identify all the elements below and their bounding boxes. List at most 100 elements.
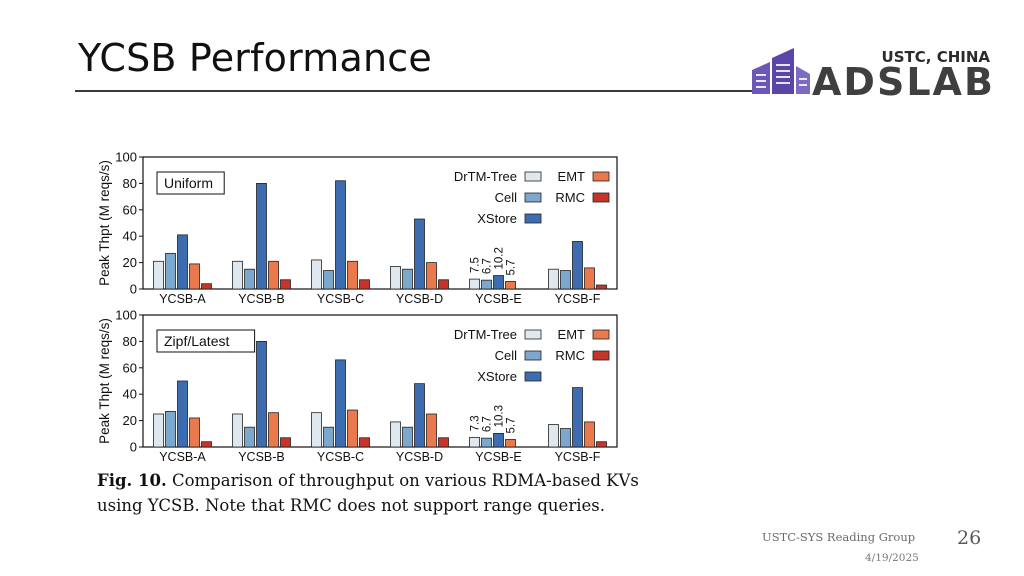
bar-cell-ycsb-a (165, 252, 176, 290)
legend-swatch-xstore (524, 371, 542, 382)
bar-drtm-tree-ycsb-e (469, 436, 480, 448)
inset-label-box (156, 329, 256, 353)
bar-cell-ycsb-a (165, 410, 176, 448)
legend-swatch-emt (592, 171, 610, 182)
y-tick-label: 80 (123, 334, 137, 349)
bar-drtm-tree-ycsb-a (153, 260, 164, 290)
bar-xstore-ycsb-f (572, 387, 583, 448)
x-tick-label: YCSB-D (396, 450, 443, 464)
legend-swatch-xstore (524, 213, 542, 224)
x-tick-label: YCSB-F (555, 292, 601, 306)
y-tick-label: 100 (115, 308, 137, 323)
y-tick-label: 80 (123, 176, 137, 191)
bar-emt-ycsb-d (426, 413, 437, 448)
bar-xstore-ycsb-b (256, 340, 267, 448)
y-tick-label: 60 (123, 360, 137, 375)
bar-cell-ycsb-d (402, 426, 413, 448)
value-annotation: 10.3 (494, 405, 506, 427)
page-number: 26 (957, 527, 982, 549)
y-tick-label: 20 (123, 255, 137, 270)
y-tick-label: 100 (115, 150, 137, 165)
legend-label: XStore (477, 369, 517, 384)
y-tick-label: 60 (123, 202, 137, 217)
caption-label: Fig. 10. (97, 471, 167, 490)
legend-swatch-drtm-tree (524, 171, 542, 182)
bar-xstore-ycsb-e (493, 275, 504, 290)
bar-drtm-tree-ycsb-f (548, 268, 559, 290)
inset-label: Zipf/Latest (164, 333, 229, 349)
bar-rmc-ycsb-d (438, 437, 449, 448)
bar-emt-ycsb-b (268, 260, 279, 290)
x-tick-label: YCSB-D (396, 292, 443, 306)
bar-drtm-tree-ycsb-b (232, 260, 243, 290)
bar-emt-ycsb-c (347, 409, 358, 448)
bar-xstore-ycsb-a (177, 234, 188, 290)
x-tick-label: YCSB-B (238, 292, 285, 306)
bar-cell-ycsb-c (323, 426, 334, 448)
legend-label: EMT (558, 169, 586, 184)
x-tick-label: YCSB-E (475, 450, 522, 464)
legend-swatch-rmc (592, 350, 610, 361)
bar-cell-ycsb-e (481, 437, 492, 448)
bar-drtm-tree-ycsb-c (311, 412, 322, 448)
bar-emt-ycsb-f (584, 421, 595, 448)
slide-date: 4/19/2025 (865, 552, 919, 564)
bar-drtm-tree-ycsb-c (311, 259, 322, 290)
bar-emt-ycsb-d (426, 262, 437, 290)
bar-xstore-ycsb-d (414, 383, 425, 448)
inset-label-box (156, 171, 225, 195)
figure-caption: Fig. 10. Comparison of throughput on var… (97, 468, 657, 518)
bar-rmc-ycsb-f (596, 284, 607, 290)
value-annotation: 6.7 (482, 258, 494, 274)
value-annotation: 10.2 (494, 247, 506, 269)
slide-title: YCSB Performance (78, 36, 432, 80)
bar-emt-ycsb-b (268, 412, 279, 448)
bar-drtm-tree-ycsb-e (469, 278, 480, 290)
bar-xstore-ycsb-f (572, 241, 583, 290)
y-axis-label: Peak Thpt (M reqs/s) (97, 318, 112, 444)
value-annotation: 5.7 (506, 259, 518, 275)
legend-label: DrTM-Tree (454, 169, 517, 184)
bar-xstore-ycsb-a (177, 380, 188, 448)
y-tick-label: 0 (130, 440, 137, 455)
bar-cell-ycsb-c (323, 270, 334, 290)
bar-drtm-tree-ycsb-d (390, 421, 401, 448)
legend-label: RMC (555, 348, 585, 363)
bar-cell-ycsb-d (402, 268, 413, 290)
bar-xstore-ycsb-c (335, 180, 346, 290)
bar-cell-ycsb-f (560, 270, 571, 290)
legend-swatch-emt (592, 329, 610, 340)
logo-wordmark: ADSLAB (812, 60, 995, 104)
bar-emt-ycsb-c (347, 260, 358, 290)
x-tick-label: YCSB-B (238, 450, 285, 464)
bar-emt-ycsb-e (505, 281, 516, 290)
bar-rmc-ycsb-b (280, 279, 291, 290)
caption-text: Comparison of throughput on various RDMA… (97, 471, 639, 515)
legend-label: RMC (555, 190, 585, 205)
bar-emt-ycsb-a (189, 417, 200, 448)
logo-subtitle: USTC, CHINA (881, 48, 990, 66)
x-tick-label: YCSB-E (475, 292, 522, 306)
value-annotation: 5.7 (506, 417, 518, 433)
legend-swatch-drtm-tree (524, 329, 542, 340)
x-tick-label: YCSB-C (317, 450, 364, 464)
adslab-logo: USTC, CHINA ADSLAB (750, 40, 1010, 104)
bar-rmc-ycsb-f (596, 441, 607, 448)
bar-cell-ycsb-b (244, 268, 255, 290)
footer-group-name: USTC-SYS Reading Group (762, 530, 916, 544)
bar-xstore-ycsb-d (414, 218, 425, 290)
bar-cell-ycsb-e (481, 279, 492, 290)
x-tick-label: YCSB-A (159, 450, 206, 464)
y-tick-label: 40 (123, 387, 137, 402)
y-tick-label: 20 (123, 413, 137, 428)
legend-label: Cell (495, 190, 518, 205)
value-annotation: 7.5 (470, 257, 482, 273)
bar-rmc-ycsb-a (201, 441, 212, 448)
bar-emt-ycsb-a (189, 263, 200, 290)
bar-xstore-ycsb-c (335, 359, 346, 448)
bar-rmc-ycsb-c (359, 437, 370, 448)
